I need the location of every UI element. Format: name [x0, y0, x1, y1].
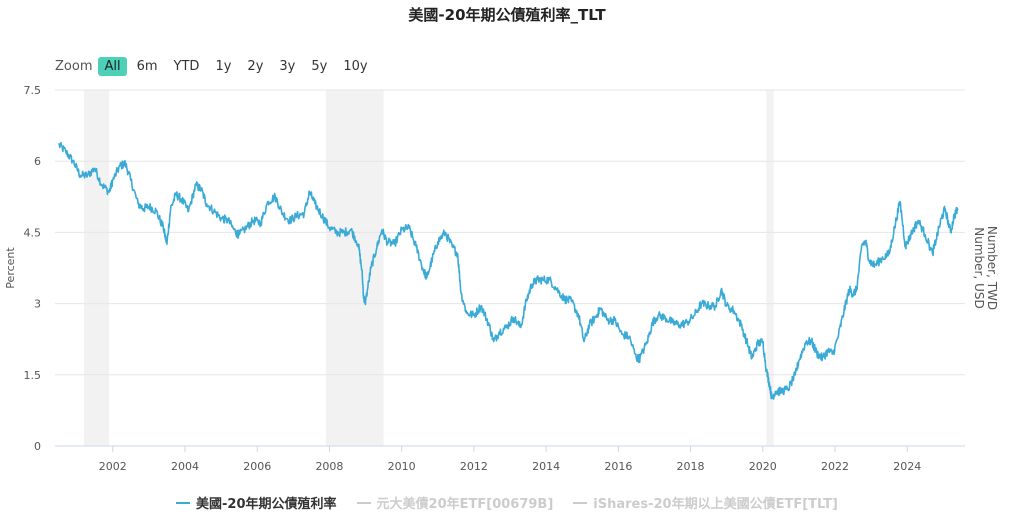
- zoom-button-10y[interactable]: 10y: [343, 58, 368, 74]
- legend: 美國-20年期公債殖利率 元大美債20年ETF[00679B] iShares-…: [0, 493, 1014, 512]
- recession-band-2: [766, 90, 774, 446]
- y-tick-label: 3: [34, 298, 41, 311]
- legend-swatch-00679b: [356, 501, 371, 504]
- x-tick-label: 2006: [243, 460, 271, 473]
- x-tick-label: 2024: [893, 460, 921, 473]
- y-tick-label: 7.5: [24, 84, 42, 97]
- x-tick-label: 2012: [460, 460, 488, 473]
- legend-item-yield[interactable]: 美國-20年期公債殖利率: [176, 493, 337, 512]
- zoom-button-ytd[interactable]: YTD: [173, 58, 200, 74]
- legend-label-tlt: iShares-20年期以上美國公債ETF[TLT]: [593, 497, 838, 512]
- right-axis-title-0: Number, USD: [972, 227, 986, 308]
- zoom-button-all[interactable]: All: [98, 56, 127, 76]
- zoom-button-6m[interactable]: 6m: [136, 58, 158, 74]
- x-tick-label: 2010: [388, 460, 416, 473]
- x-tick-label: 2004: [171, 460, 199, 473]
- series-line-yield: [57, 141, 959, 400]
- x-tick-label: 2018: [677, 460, 705, 473]
- zoom-button-5y[interactable]: 5y: [311, 58, 328, 74]
- x-tick-label: 2020: [749, 460, 777, 473]
- zoom-button-3y[interactable]: 3y: [279, 58, 296, 74]
- legend-item-tlt[interactable]: iShares-20年期以上美國公債ETF[TLT]: [573, 493, 838, 512]
- chart-title: 美國-20年期公債殖利率_TLT: [408, 6, 606, 24]
- zoom-button-2y[interactable]: 2y: [247, 58, 264, 74]
- x-tick-label: 2002: [99, 460, 127, 473]
- legend-swatch-yield: [176, 501, 191, 504]
- legend-item-00679b[interactable]: 元大美債20年ETF[00679B]: [356, 493, 554, 512]
- y-axis-title: Percent: [4, 247, 17, 289]
- line-chart: 0 1.5 3 4.5 6 7.5 2002 2004 2006 2008 2010 2012 2014…: [4, 84, 999, 473]
- x-tick-label: 2022: [821, 460, 849, 473]
- y-tick-label: 0: [34, 440, 41, 453]
- zoom-button-1y[interactable]: 1y: [215, 58, 232, 74]
- zoom-label: Zoom: [55, 58, 93, 74]
- recession-band-0: [83, 90, 110, 446]
- legend-swatch-tlt: [573, 501, 588, 504]
- y-tick-label: 4.5: [24, 226, 42, 239]
- legend-label-00679b: 元大美債20年ETF[00679B]: [376, 497, 554, 512]
- y-tick-label: 1.5: [24, 369, 42, 382]
- x-tick-label: 2014: [532, 460, 560, 473]
- right-axis-title-1: Number, TWD: [985, 226, 999, 310]
- y-tick-label: 6: [34, 155, 41, 168]
- x-tick-label: 2008: [315, 460, 343, 473]
- zoom-control: Zoom All 6m YTD 1y 2y 3y 5y 10y: [55, 55, 378, 77]
- recession-band-1: [325, 90, 384, 446]
- legend-label-yield: 美國-20年期公債殖利率: [196, 497, 337, 512]
- x-tick-label: 2016: [604, 460, 632, 473]
